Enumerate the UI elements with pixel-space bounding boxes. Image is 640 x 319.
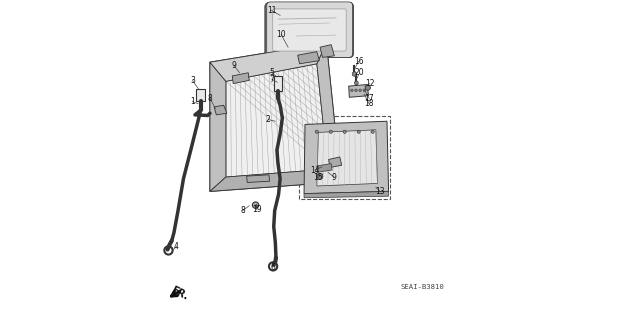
Polygon shape xyxy=(328,157,342,167)
Text: 9: 9 xyxy=(232,61,236,70)
Circle shape xyxy=(316,130,319,133)
Polygon shape xyxy=(304,191,388,198)
Polygon shape xyxy=(210,43,340,191)
Text: 5: 5 xyxy=(269,68,275,77)
Text: 11: 11 xyxy=(267,6,276,15)
Polygon shape xyxy=(304,121,388,194)
Circle shape xyxy=(317,174,323,179)
Text: 15: 15 xyxy=(314,173,323,182)
Text: FR.: FR. xyxy=(170,285,190,302)
Text: 14: 14 xyxy=(310,166,320,174)
Circle shape xyxy=(252,202,259,208)
Circle shape xyxy=(351,89,353,92)
Text: 1: 1 xyxy=(190,97,195,106)
Polygon shape xyxy=(210,169,340,191)
Circle shape xyxy=(357,130,360,133)
Text: 9: 9 xyxy=(332,173,337,182)
Circle shape xyxy=(363,89,365,92)
Text: 19: 19 xyxy=(252,205,262,214)
Circle shape xyxy=(355,89,357,92)
Text: 12: 12 xyxy=(365,79,374,88)
Text: 10: 10 xyxy=(276,30,286,39)
Text: 17: 17 xyxy=(364,94,374,103)
FancyBboxPatch shape xyxy=(266,2,353,57)
Polygon shape xyxy=(317,43,340,182)
Text: SEAI-B3810: SEAI-B3810 xyxy=(400,284,444,290)
Text: 8: 8 xyxy=(207,94,212,103)
Text: 3: 3 xyxy=(190,76,195,85)
Polygon shape xyxy=(317,130,378,186)
Polygon shape xyxy=(210,62,226,191)
Text: 7: 7 xyxy=(269,75,275,84)
Bar xyxy=(300,116,390,199)
Text: 20: 20 xyxy=(355,68,364,77)
FancyBboxPatch shape xyxy=(274,76,282,91)
Polygon shape xyxy=(349,85,369,97)
Circle shape xyxy=(343,130,346,133)
Text: 2: 2 xyxy=(266,115,271,124)
Polygon shape xyxy=(232,73,249,84)
FancyBboxPatch shape xyxy=(196,89,205,101)
FancyBboxPatch shape xyxy=(267,2,353,57)
Circle shape xyxy=(329,130,332,133)
Text: 16: 16 xyxy=(354,57,364,66)
Polygon shape xyxy=(317,164,332,172)
Text: 8: 8 xyxy=(241,206,245,215)
Text: 13: 13 xyxy=(375,187,385,196)
Polygon shape xyxy=(214,105,227,115)
Polygon shape xyxy=(226,64,328,177)
Circle shape xyxy=(359,89,362,92)
Text: 6: 6 xyxy=(270,263,275,272)
Circle shape xyxy=(355,81,358,85)
Circle shape xyxy=(365,85,371,90)
Polygon shape xyxy=(320,45,334,57)
Polygon shape xyxy=(298,52,319,64)
FancyBboxPatch shape xyxy=(273,9,346,51)
Circle shape xyxy=(371,130,374,133)
FancyBboxPatch shape xyxy=(265,3,353,57)
Circle shape xyxy=(352,72,356,76)
Text: 18: 18 xyxy=(364,99,374,108)
Text: 4: 4 xyxy=(174,242,179,251)
Polygon shape xyxy=(210,43,326,81)
Polygon shape xyxy=(246,175,269,182)
